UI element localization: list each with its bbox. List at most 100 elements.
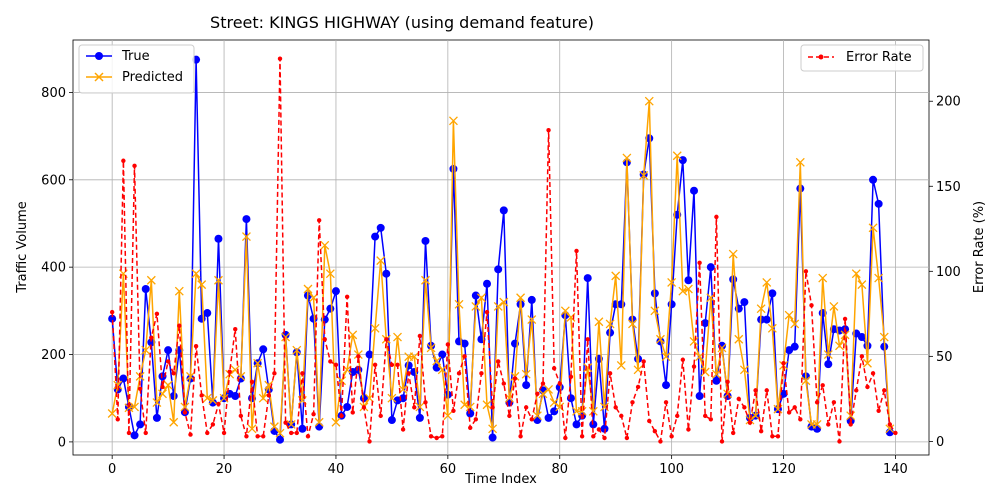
error-rate-point [244,434,249,439]
error-rate-point [328,359,333,364]
error-rate-point [154,311,160,317]
predicted-point [667,277,677,287]
true-point [197,314,206,323]
y-axis-label-left: Traffic Volume [15,201,30,294]
error-rate-point [742,405,747,410]
true-point [387,416,396,425]
error-rate-point [428,434,434,439]
predicted-point [387,393,397,403]
predicted-point [482,400,492,410]
legend-predicted-marker [94,72,104,82]
error-rate-point [121,158,126,163]
error-rate-point [473,417,479,422]
error-rate-point [199,393,204,398]
error-rate-point [468,425,473,430]
error-rate-point [675,413,680,419]
true-point [326,304,335,313]
true-point [152,413,161,422]
error-rate-point [747,420,753,425]
true-point [382,269,391,278]
error-rate-point [529,417,534,422]
error-rate-point [227,369,232,374]
error-rate-point [602,435,607,441]
error-rate-point [384,337,389,342]
predicted-point [202,393,212,403]
predicted-point [426,343,436,353]
x-tick-label: 100 [659,462,684,477]
true-point [130,431,139,440]
y-tick-label-left: 600 [41,173,66,188]
error-rate-point [635,384,641,390]
error-rate-point [591,434,596,439]
error-rate-point [691,364,697,369]
predicted-point [275,428,285,438]
legend-right-box [800,44,924,72]
y-tick-label-right: 150 [936,180,961,195]
error-rate-point [406,371,411,376]
error-rate-point [809,303,814,308]
legend-left-box [78,44,195,94]
error-rate-point [400,427,406,432]
predicted-point [728,249,738,259]
error-rate-point [372,362,378,368]
true-point [662,381,671,390]
predicted-point [655,334,665,344]
legend-error-marker [818,54,824,60]
error-rate-point [423,400,428,405]
y-tick-label-left: 400 [41,261,66,276]
error-rate-point [272,371,277,376]
true-point [136,420,145,429]
error-rate-point [193,343,199,349]
error-rate-point [266,393,272,398]
predicted-point [594,317,604,327]
true-point [309,314,318,323]
true-point [544,413,553,422]
true-point [108,314,117,323]
predicted-point [605,319,615,329]
predicted-point [241,232,251,242]
predicted-point [521,369,531,379]
predicted-point [163,380,173,390]
predicted-point [818,273,828,283]
error-rate-point [647,418,652,424]
error-rate-point [708,417,714,422]
error-rate-point [703,413,708,419]
true-point [566,394,575,403]
predicted-point [476,293,486,303]
predicted-point [756,304,766,314]
error-rate-point [658,439,663,444]
error-rate-point [619,413,624,419]
error-rate-point [479,371,484,376]
predicted-point [745,415,755,425]
error-rate-point [714,214,719,220]
error-rate-point [596,427,602,432]
error-rate-point [501,381,506,386]
true-point [706,263,715,272]
predicted-point [325,269,335,279]
true-point [712,376,721,385]
error-rate-point [177,323,182,328]
predicted-point [544,385,554,394]
true-point [466,409,475,418]
legend-error-label: Error Rate [846,50,912,65]
error-rate-point [630,400,635,405]
error-rate-point [870,371,876,376]
predicted-point [107,409,117,418]
predicted-point [527,315,537,325]
error-rate-point [876,408,881,413]
predicted-point [739,365,749,375]
error-rate-point [535,391,540,396]
predicted-point [421,275,430,285]
predicted-point [532,411,542,421]
predicted-point [376,256,386,266]
error-rate-point [831,400,837,405]
error-rate-point [624,435,630,441]
error-rate-point [143,430,148,436]
predicted-point [868,223,878,233]
error-rate-point [652,428,658,434]
predicted-point [437,365,447,375]
error-rate-point [753,388,758,393]
predicted-point [683,284,693,294]
predicted-point [258,393,268,403]
true-point [550,407,559,416]
